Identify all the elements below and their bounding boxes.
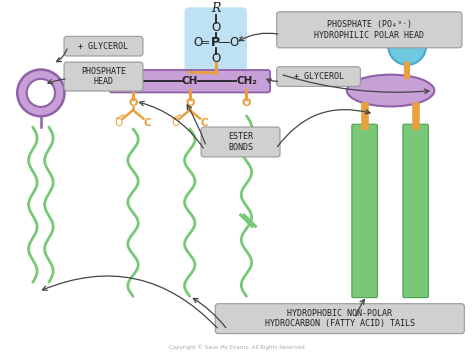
Text: + GLYCEROL: + GLYCEROL <box>79 42 128 51</box>
FancyBboxPatch shape <box>277 12 462 48</box>
Circle shape <box>388 28 426 65</box>
Text: R: R <box>211 2 220 15</box>
Text: O: O <box>185 98 194 108</box>
Text: PHOSPHATE
HEAD: PHOSPHATE HEAD <box>81 67 126 86</box>
FancyBboxPatch shape <box>64 36 143 56</box>
Text: P: P <box>211 36 220 49</box>
Text: CH₂: CH₂ <box>123 76 144 86</box>
Circle shape <box>27 79 55 107</box>
Text: CH₂: CH₂ <box>236 76 257 86</box>
Ellipse shape <box>347 75 434 107</box>
Text: O: O <box>211 21 220 34</box>
Text: ⁻: ⁻ <box>238 35 243 45</box>
FancyBboxPatch shape <box>109 70 270 92</box>
Text: O: O <box>128 98 138 108</box>
Text: HYDROPHOBIC NON-POLAR
HYDROCARBON (FATTY ACID) TAILS: HYDROPHOBIC NON-POLAR HYDROCARBON (FATTY… <box>265 309 415 328</box>
FancyBboxPatch shape <box>277 67 360 86</box>
Text: CH: CH <box>182 76 198 86</box>
Text: O: O <box>211 52 220 65</box>
Text: O: O <box>242 98 251 108</box>
Text: PHOSPHATE (PO₄³⁻)
HYDROPHILIC POLAR HEAD: PHOSPHATE (PO₄³⁻) HYDROPHILIC POLAR HEAD <box>314 20 424 40</box>
Text: O: O <box>193 36 202 49</box>
Text: + GLYCEROL: + GLYCEROL <box>293 72 344 81</box>
Text: C: C <box>144 118 151 128</box>
FancyBboxPatch shape <box>352 124 377 298</box>
Text: Copyright © Save My Exams. All Rights Reserved: Copyright © Save My Exams. All Rights Re… <box>169 345 305 351</box>
Text: O: O <box>172 118 180 128</box>
FancyBboxPatch shape <box>403 124 428 298</box>
FancyBboxPatch shape <box>184 7 247 83</box>
Text: =: = <box>201 38 210 48</box>
Text: C: C <box>200 118 208 128</box>
Text: —: — <box>218 36 230 49</box>
Circle shape <box>17 70 64 116</box>
FancyBboxPatch shape <box>201 127 280 157</box>
Text: O: O <box>115 118 123 128</box>
FancyBboxPatch shape <box>64 62 143 91</box>
Text: ESTER
BONDS: ESTER BONDS <box>228 132 253 152</box>
FancyBboxPatch shape <box>215 304 465 334</box>
Text: O: O <box>229 36 238 49</box>
